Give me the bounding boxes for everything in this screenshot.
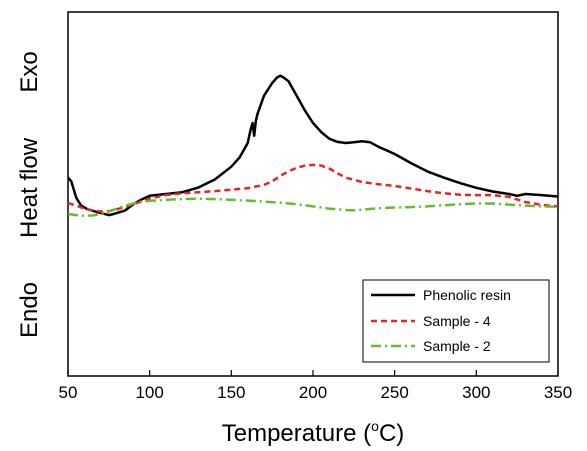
x-tick-label: 250 (380, 383, 408, 402)
x-tick-label: 350 (544, 383, 572, 402)
x-tick-label: 50 (59, 383, 78, 402)
y-axis-label: Endo Heat flow Exo (16, 51, 43, 338)
y-label-exo: Exo (16, 51, 43, 92)
legend-label-sample-2: Sample - 2 (423, 338, 491, 354)
series-line-sample-2 (67, 197, 559, 218)
series-line-phenolic-resin (67, 74, 559, 217)
series-line-sample-4 (67, 163, 559, 213)
x-tick-label: 300 (462, 383, 490, 402)
legend: Phenolic resin Sample - 4 Sample - 2 (362, 279, 550, 363)
x-axis-ticks: 50 100 150 200 250 300 350 (59, 370, 572, 402)
x-tick-label: 200 (299, 383, 327, 402)
x-tick-label: 100 (135, 383, 163, 402)
y-label-endo: Endo (16, 282, 43, 338)
series-lines (67, 74, 559, 218)
x-axis-label: Temperature (oC) (222, 418, 405, 447)
legend-label-phenolic-resin: Phenolic resin (423, 287, 511, 303)
x-tick-label: 150 (217, 383, 245, 402)
legend-label-sample-4: Sample - 4 (423, 313, 491, 329)
y-label-heat-flow: Heat flow (16, 137, 43, 238)
